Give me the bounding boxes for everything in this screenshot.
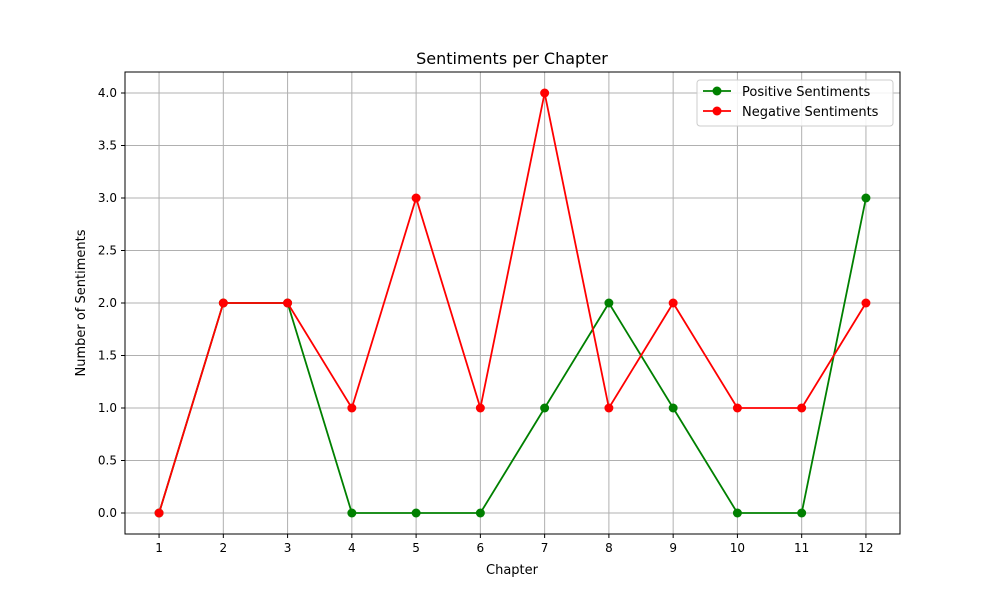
x-tick-label: 9 xyxy=(669,541,677,555)
data-point xyxy=(475,403,485,413)
legend-entry: Negative Sentiments xyxy=(703,105,879,120)
y-tick-label: 1.5 xyxy=(98,349,117,363)
data-point xyxy=(540,88,550,98)
y-tick-label: 0.0 xyxy=(98,506,117,520)
legend-entry: Positive Sentiments xyxy=(703,85,870,100)
data-point xyxy=(797,403,807,413)
x-tick-label: 4 xyxy=(348,541,356,555)
y-axis-label: Number of Sentiments xyxy=(74,229,89,376)
series-2 xyxy=(154,88,871,518)
y-tick-label: 0.5 xyxy=(98,454,117,468)
y-tick-label: 2.0 xyxy=(98,296,117,310)
x-tick-label: 3 xyxy=(284,541,292,555)
y-tick-label: 2.5 xyxy=(98,244,117,258)
legend-label: Negative Sentiments xyxy=(742,105,879,120)
x-tick-label: 10 xyxy=(730,541,745,555)
data-point xyxy=(540,403,550,413)
data-point xyxy=(604,403,614,413)
x-tick-label: 12 xyxy=(858,541,873,555)
y-tick-label: 1.0 xyxy=(98,401,117,415)
data-point xyxy=(668,298,678,308)
data-point xyxy=(861,193,871,203)
x-tick-label: 1 xyxy=(155,541,163,555)
data-point xyxy=(218,298,228,308)
data-point xyxy=(475,508,485,518)
data-point xyxy=(411,193,421,203)
series-line xyxy=(158,92,867,514)
data-point xyxy=(861,298,871,308)
y-tick-label: 4.0 xyxy=(98,86,117,100)
data-point xyxy=(283,298,293,308)
data-point xyxy=(732,508,742,518)
data-point xyxy=(347,508,357,518)
data-point xyxy=(797,508,807,518)
data-point xyxy=(347,403,357,413)
series-layer xyxy=(154,88,871,518)
x-axis-label: Chapter xyxy=(486,563,539,578)
chart-title: Sentiments per Chapter xyxy=(416,49,608,68)
y-tick-label: 3.5 xyxy=(98,139,117,153)
legend-items: Positive Sentiments Negative Sentiments xyxy=(703,85,879,120)
axis-ticks: 1 2 3 4 5 6 7 8 9 10 11 120.00.51.01.52.02.53.03.54… xyxy=(98,86,874,555)
x-tick-label: 7 xyxy=(541,541,549,555)
x-tick-label: 11 xyxy=(794,541,809,555)
legend-label: Positive Sentiments xyxy=(742,85,870,100)
data-point xyxy=(604,298,614,308)
x-tick-label: 6 xyxy=(477,541,485,555)
x-tick-label: 8 xyxy=(605,541,613,555)
y-tick-label: 3.0 xyxy=(98,191,117,205)
legend-marker xyxy=(712,86,722,96)
data-point xyxy=(154,508,164,518)
data-point xyxy=(668,403,678,413)
legend-marker xyxy=(712,106,722,116)
data-point xyxy=(732,403,742,413)
legend-box xyxy=(696,79,894,127)
legend: Positive Sentiments Negative Sentiments xyxy=(696,79,894,127)
data-point xyxy=(411,508,421,518)
x-tick-label: 2 xyxy=(220,541,228,555)
x-tick-label: 5 xyxy=(412,541,420,555)
